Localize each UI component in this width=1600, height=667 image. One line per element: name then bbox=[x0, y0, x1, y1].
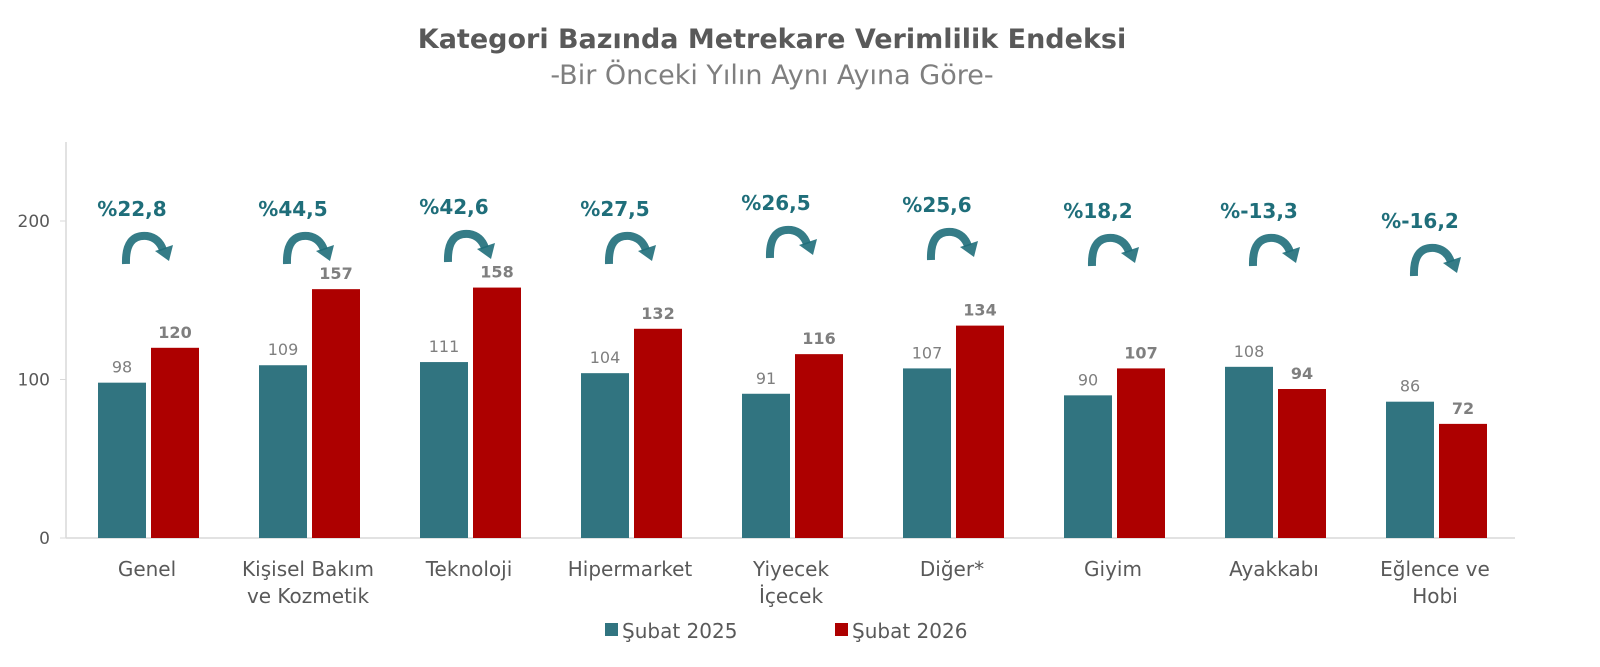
category-group: 111 158 Teknoloji %42,6 bbox=[419, 195, 521, 581]
bar-2026 bbox=[795, 354, 843, 538]
curved-arrow-icon bbox=[765, 225, 817, 259]
change-label: %25,6 bbox=[902, 193, 971, 217]
y-tick-label: 100 bbox=[18, 371, 50, 391]
legend-swatch-2025 bbox=[605, 623, 618, 636]
bar-2026 bbox=[1278, 389, 1326, 538]
category-group: 109 157 Kişisel Bakım ve Kozmetik %44,5 bbox=[242, 197, 374, 608]
x-tick-label: Yiyecek bbox=[752, 557, 830, 581]
x-tick-label: Diğer* bbox=[920, 557, 984, 581]
data-label: 90 bbox=[1078, 370, 1098, 389]
bar-2025 bbox=[1386, 401, 1434, 538]
bar-2025 bbox=[259, 365, 307, 538]
change-label: %26,5 bbox=[741, 191, 810, 215]
x-tick-label: Kişisel Bakım bbox=[242, 557, 374, 581]
bar-2026 bbox=[151, 347, 199, 538]
change-label: %-16,2 bbox=[1381, 209, 1459, 233]
data-label: 158 bbox=[480, 263, 513, 282]
bar-2025 bbox=[903, 368, 951, 538]
curved-arrow-icon bbox=[443, 229, 495, 263]
data-label: 91 bbox=[756, 369, 776, 388]
category-group: 98 120 Genel %22,8 bbox=[97, 197, 199, 581]
change-label: %18,2 bbox=[1063, 199, 1132, 223]
data-label: 116 bbox=[802, 329, 835, 348]
data-label: 104 bbox=[590, 348, 621, 367]
x-tick-label: Giyim bbox=[1084, 557, 1142, 581]
data-label: 94 bbox=[1291, 364, 1313, 383]
change-label: %42,6 bbox=[419, 195, 488, 219]
bar-2025 bbox=[420, 362, 468, 538]
x-tick-label: Teknoloji bbox=[425, 557, 513, 581]
x-tick-label: Hobi bbox=[1412, 584, 1458, 608]
category-group: 104 132 Hipermarket %27,5 bbox=[568, 197, 693, 581]
data-label: 107 bbox=[912, 343, 943, 362]
change-label: %-13,3 bbox=[1220, 199, 1298, 223]
bar-2025 bbox=[742, 393, 790, 538]
curved-arrow-icon bbox=[1248, 233, 1300, 267]
curved-arrow-icon bbox=[282, 231, 334, 265]
data-label: 72 bbox=[1452, 399, 1474, 418]
bar-2025 bbox=[581, 373, 629, 538]
bar-2026 bbox=[634, 328, 682, 538]
category-group: 108 94 Ayakkabı %-13,3 bbox=[1220, 199, 1326, 581]
bar-2025 bbox=[98, 382, 146, 538]
data-label: 86 bbox=[1400, 377, 1420, 396]
change-label: %22,8 bbox=[97, 197, 166, 221]
category-group: 107 134 Diğer* %25,6 bbox=[902, 193, 1004, 581]
legend-label-2025: Şubat 2025 bbox=[622, 619, 737, 643]
x-tick-label: Hipermarket bbox=[568, 557, 693, 581]
bar-2026 bbox=[1117, 368, 1165, 538]
curved-arrow-icon bbox=[1087, 233, 1139, 267]
data-label: 157 bbox=[319, 264, 352, 283]
chart-title: Kategori Bazında Metrekare Verimlilik En… bbox=[418, 24, 1126, 55]
bar-2025 bbox=[1225, 366, 1273, 538]
bar-2025 bbox=[1064, 395, 1112, 538]
curved-arrow-icon bbox=[1409, 243, 1461, 277]
chart-subtitle: -Bir Önceki Yılın Aynı Ayına Göre- bbox=[550, 59, 993, 91]
data-label: 109 bbox=[268, 340, 299, 359]
y-tick-label: 0 bbox=[39, 529, 50, 549]
curved-arrow-icon bbox=[121, 231, 173, 265]
curved-arrow-icon bbox=[926, 227, 978, 261]
bar-2026 bbox=[312, 289, 360, 538]
data-label: 111 bbox=[429, 337, 460, 356]
x-tick-label: İçecek bbox=[759, 584, 824, 608]
x-tick-label: Ayakkabı bbox=[1229, 557, 1319, 581]
legend: Şubat 2025 Şubat 2026 bbox=[605, 619, 967, 643]
change-label: %44,5 bbox=[258, 197, 327, 221]
x-tick-label: ve Kozmetik bbox=[247, 584, 370, 608]
bar-2026 bbox=[473, 287, 521, 538]
category-group: 90 107 Giyim %18,2 bbox=[1063, 199, 1165, 581]
bar-2026 bbox=[1439, 423, 1487, 538]
x-tick-label: Eğlence ve bbox=[1380, 557, 1490, 581]
data-label: 134 bbox=[963, 301, 996, 320]
data-label: 107 bbox=[1124, 343, 1157, 362]
data-label: 108 bbox=[1234, 342, 1265, 361]
category-group: 91 116 Yiyecek İçecek %26,5 bbox=[741, 191, 843, 608]
change-label: %27,5 bbox=[580, 197, 649, 221]
data-label: 132 bbox=[641, 304, 674, 323]
data-label: 98 bbox=[112, 358, 132, 377]
legend-swatch-2026 bbox=[835, 623, 848, 636]
y-tick-label: 200 bbox=[18, 212, 50, 232]
x-tick-label: Genel bbox=[118, 557, 176, 581]
data-label: 120 bbox=[158, 323, 191, 342]
bar-2026 bbox=[956, 325, 1004, 538]
category-group: 86 72 Eğlence ve Hobi %-16,2 bbox=[1380, 209, 1490, 608]
legend-label-2026: Şubat 2026 bbox=[852, 619, 967, 643]
curved-arrow-icon bbox=[604, 231, 656, 265]
